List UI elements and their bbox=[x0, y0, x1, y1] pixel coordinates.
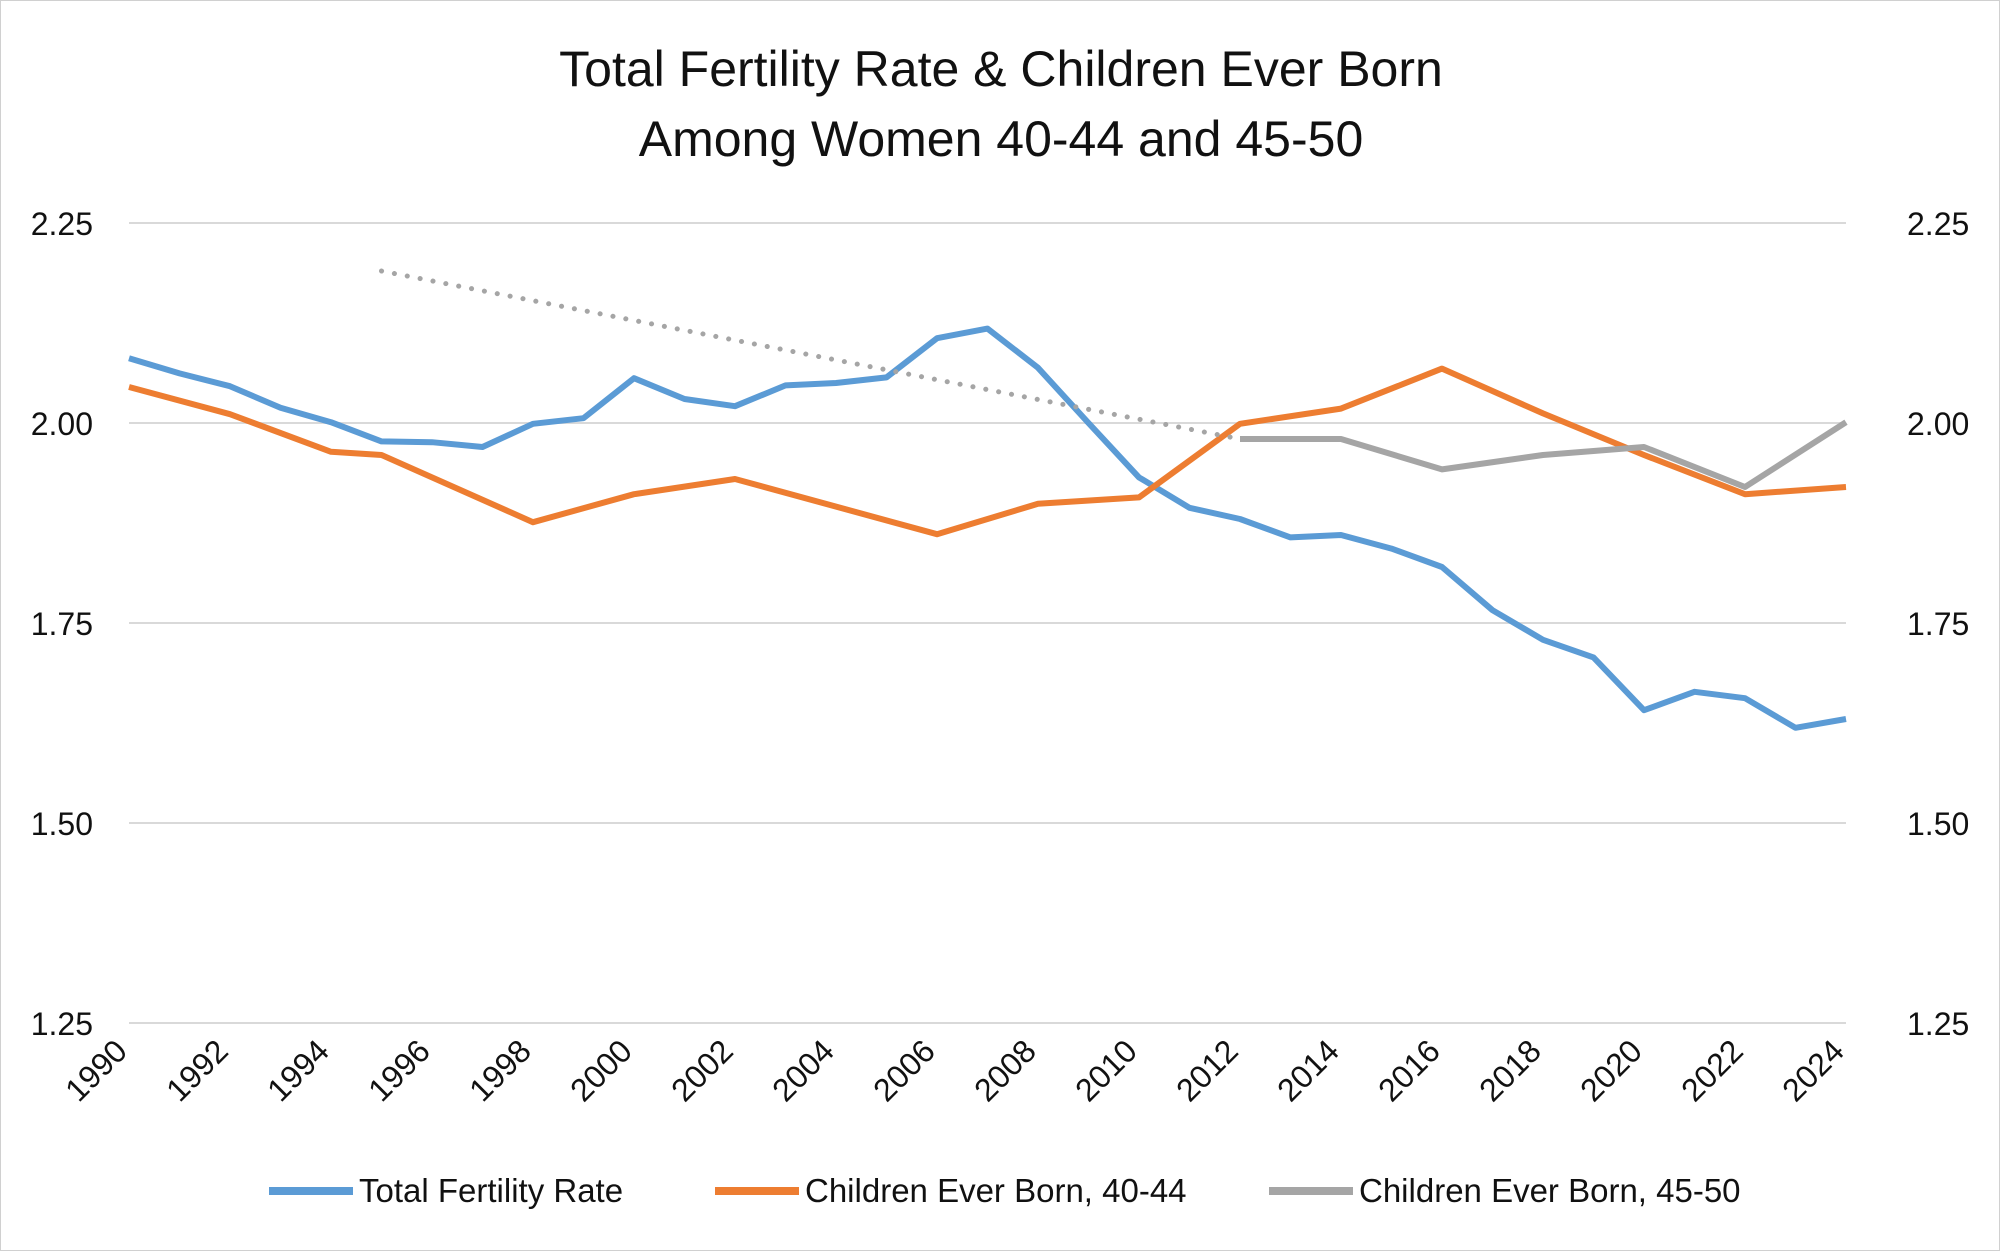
x-tick-label-2024: 2024 bbox=[1775, 1032, 1851, 1108]
x-tick-label-2018: 2018 bbox=[1472, 1032, 1548, 1108]
y-tick-label-right-1.25: 1.25 bbox=[1907, 1006, 1969, 1042]
legend-label: Total Fertility Rate bbox=[359, 1172, 623, 1209]
y-tick-label-left-1.50: 1.50 bbox=[31, 806, 93, 842]
x-tick-label-1994: 1994 bbox=[260, 1032, 336, 1108]
x-tick-label-2004: 2004 bbox=[765, 1032, 841, 1108]
series-line-total-fertility-rate bbox=[128, 325, 1847, 731]
y-tick-label-right-2.25: 2.25 bbox=[1907, 206, 1969, 242]
gridlines bbox=[129, 222, 1846, 1024]
y-tick-label-right-1.75: 1.75 bbox=[1907, 606, 1969, 642]
x-tick-label-1998: 1998 bbox=[462, 1032, 538, 1108]
trend-line-dotted bbox=[379, 268, 1243, 442]
x-tick-label-2006: 2006 bbox=[866, 1032, 942, 1108]
x-tick-label-1990: 1990 bbox=[58, 1032, 134, 1108]
y-tick-label-right-2.00: 2.00 bbox=[1907, 406, 1969, 442]
y-tick-label-left-1.75: 1.75 bbox=[31, 606, 93, 642]
y-tick-label-left-2.00: 2.00 bbox=[31, 406, 93, 442]
y-tick-label-right-1.50: 1.50 bbox=[1907, 806, 1969, 842]
y-tick-label-left-1.25: 1.25 bbox=[31, 1006, 93, 1042]
x-tick-label-1996: 1996 bbox=[361, 1032, 437, 1108]
series-line-children-ever-born-45-50 bbox=[1240, 419, 1848, 490]
x-tick-label-1992: 1992 bbox=[159, 1032, 235, 1108]
x-tick-label-2020: 2020 bbox=[1573, 1032, 1649, 1108]
legend-label: Children Ever Born, 45-50 bbox=[1359, 1172, 1741, 1209]
x-tick-label-2008: 2008 bbox=[967, 1032, 1043, 1108]
y-tick-label-left-2.25: 2.25 bbox=[31, 206, 93, 242]
x-tick-label-2022: 2022 bbox=[1674, 1032, 1750, 1108]
x-tick-label-2010: 2010 bbox=[1068, 1032, 1144, 1108]
x-tick-label-2016: 2016 bbox=[1371, 1032, 1447, 1108]
x-tick-label-2014: 2014 bbox=[1270, 1032, 1346, 1108]
chart-title-line2: Among Women 40-44 and 45-50 bbox=[639, 111, 1364, 167]
x-tick-label-2000: 2000 bbox=[563, 1032, 639, 1108]
series-line-children-ever-born-40-44 bbox=[128, 365, 1847, 538]
x-tick-label-2002: 2002 bbox=[664, 1032, 740, 1108]
legend-label: Children Ever Born, 40-44 bbox=[805, 1172, 1187, 1209]
plot-area bbox=[128, 268, 1848, 731]
x-tick-label-2012: 2012 bbox=[1169, 1032, 1245, 1108]
legend: Total Fertility Rate Children Ever Born, … bbox=[269, 1172, 1741, 1209]
chart-title-line1: Total Fertility Rate & Children Ever Bor… bbox=[559, 41, 1443, 97]
